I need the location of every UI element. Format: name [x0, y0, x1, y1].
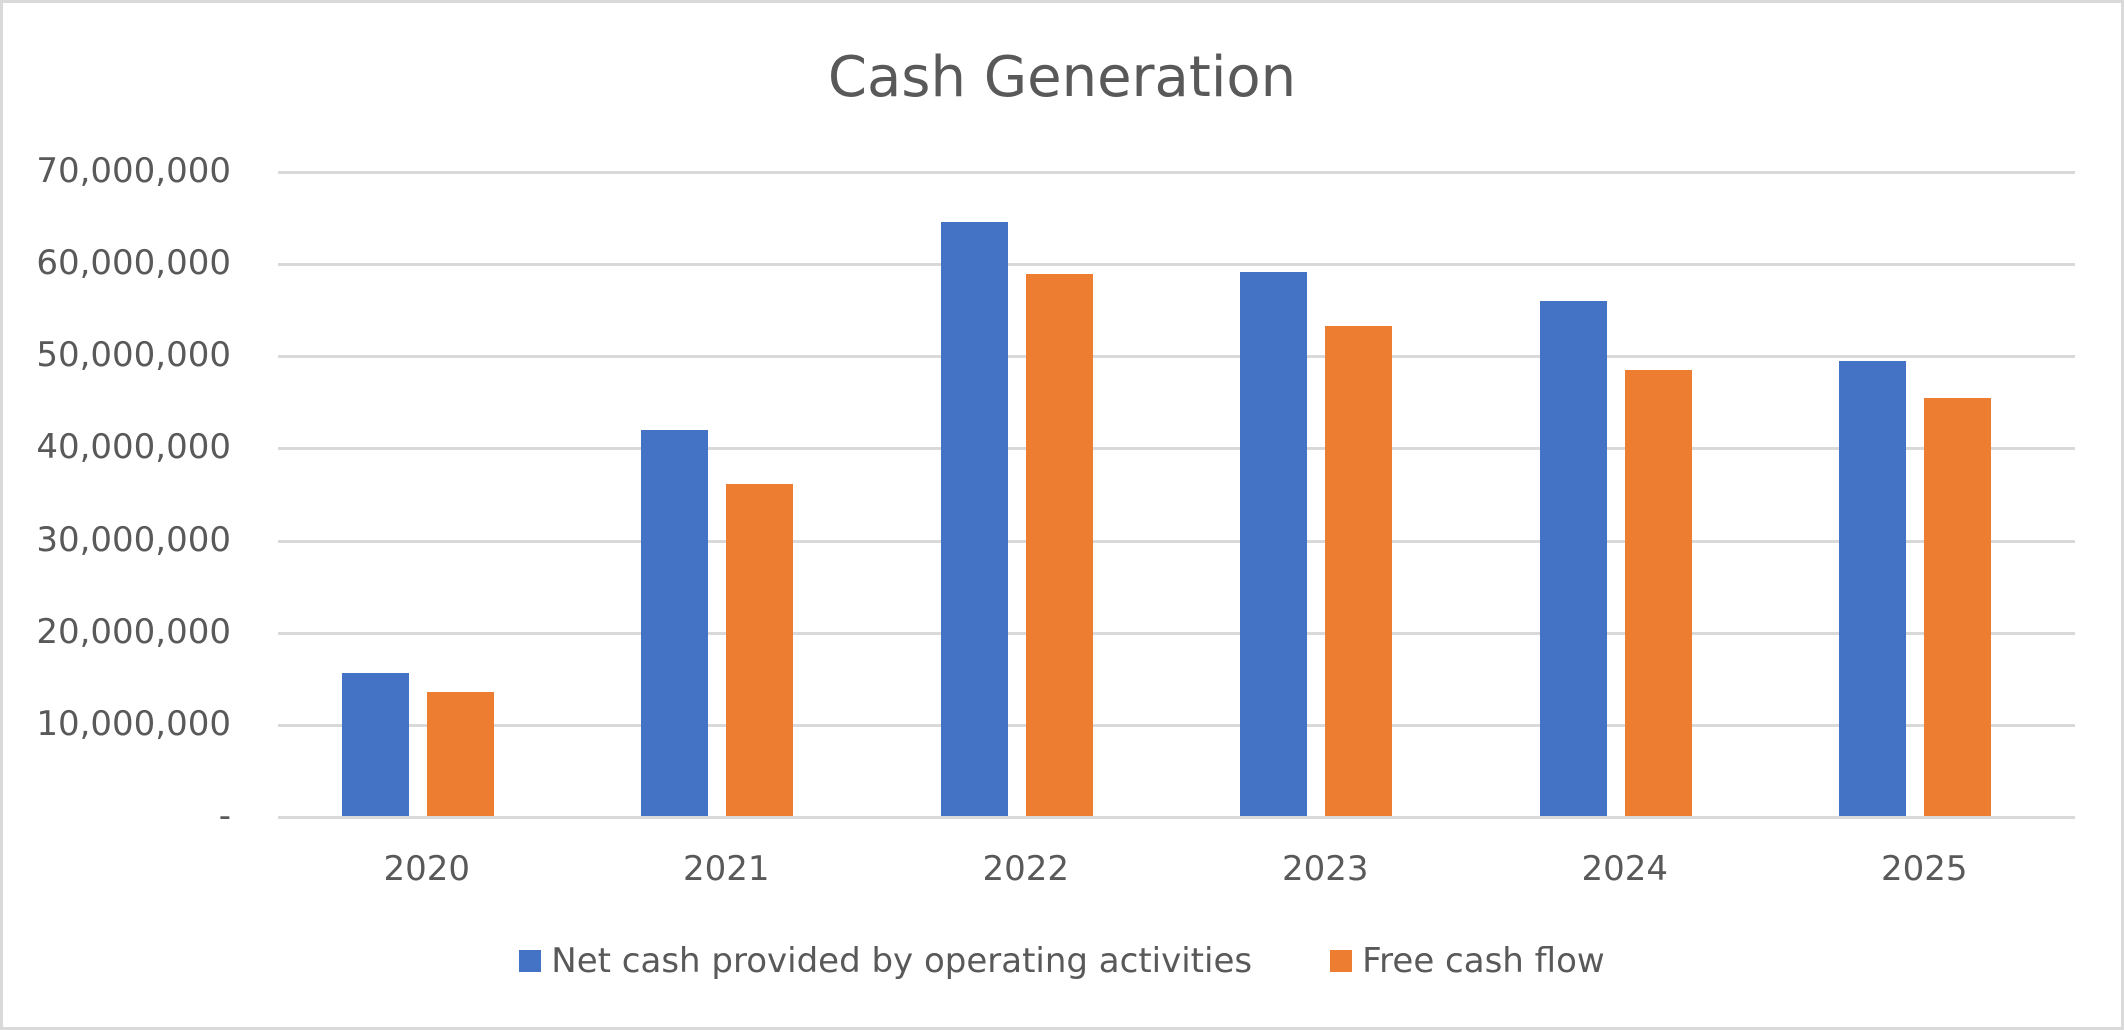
chart-legend: Net cash provided by operating activitie…: [3, 941, 2121, 981]
x-tick-label: 2025: [1880, 849, 1968, 889]
legend-item[interactable]: Free cash flow: [1330, 941, 1605, 981]
legend-label: Free cash flow: [1362, 941, 1605, 981]
gridline: [278, 447, 2075, 451]
legend-swatch-icon: [1330, 950, 1353, 972]
bar-free-cash-flow[interactable]: [1624, 370, 1692, 816]
gridline: [278, 539, 2075, 543]
bar-free-cash-flow[interactable]: [1924, 397, 1992, 816]
gridline: [278, 171, 2075, 174]
gridline: [278, 631, 2075, 635]
chart-title: Cash Generation: [827, 45, 1297, 110]
bar-free-cash-flow[interactable]: [726, 484, 794, 816]
y-tick-label: 50,000,000: [36, 335, 231, 376]
gridline: [278, 723, 2075, 727]
x-tick-label: 2024: [1581, 849, 1669, 889]
bar-operating-cash[interactable]: [641, 429, 709, 816]
y-tick-label: 20,000,000: [36, 611, 231, 652]
y-tick-label: 40,000,000: [36, 427, 231, 468]
gridline: [278, 263, 2075, 267]
y-tick-label: -: [218, 796, 231, 836]
y-tick-label: 10,000,000: [36, 703, 231, 744]
x-tick-label: 2022: [982, 849, 1070, 889]
bar-operating-cash[interactable]: [1539, 300, 1607, 816]
bar-operating-cash[interactable]: [940, 221, 1008, 816]
legend-swatch-icon: [519, 950, 542, 972]
gridline: [278, 355, 2075, 359]
bar-free-cash-flow[interactable]: [1325, 325, 1393, 816]
y-tick-label: 30,000,000: [36, 519, 231, 560]
bar-free-cash-flow[interactable]: [1025, 274, 1093, 816]
plot-area: - 10,000,000 20,000,000 30,000,000 40,000,00…: [3, 3, 2121, 1027]
y-tick-label: 60,000,000: [36, 243, 231, 284]
bar-operating-cash[interactable]: [1240, 272, 1308, 816]
x-tick-label: 2023: [1281, 849, 1369, 889]
bar-operating-cash[interactable]: [1839, 360, 1907, 816]
bar-free-cash-flow[interactable]: [426, 691, 494, 816]
legend-label: Net cash provided by operating activitie…: [551, 941, 1253, 981]
legend-item[interactable]: Net cash provided by operating activitie…: [519, 941, 1252, 981]
x-tick-label: 2020: [383, 849, 471, 889]
gridline: [278, 816, 2075, 819]
x-tick-label: 2021: [682, 849, 770, 889]
y-tick-label: 70,000,000: [36, 151, 231, 191]
bar-operating-cash[interactable]: [341, 673, 409, 816]
